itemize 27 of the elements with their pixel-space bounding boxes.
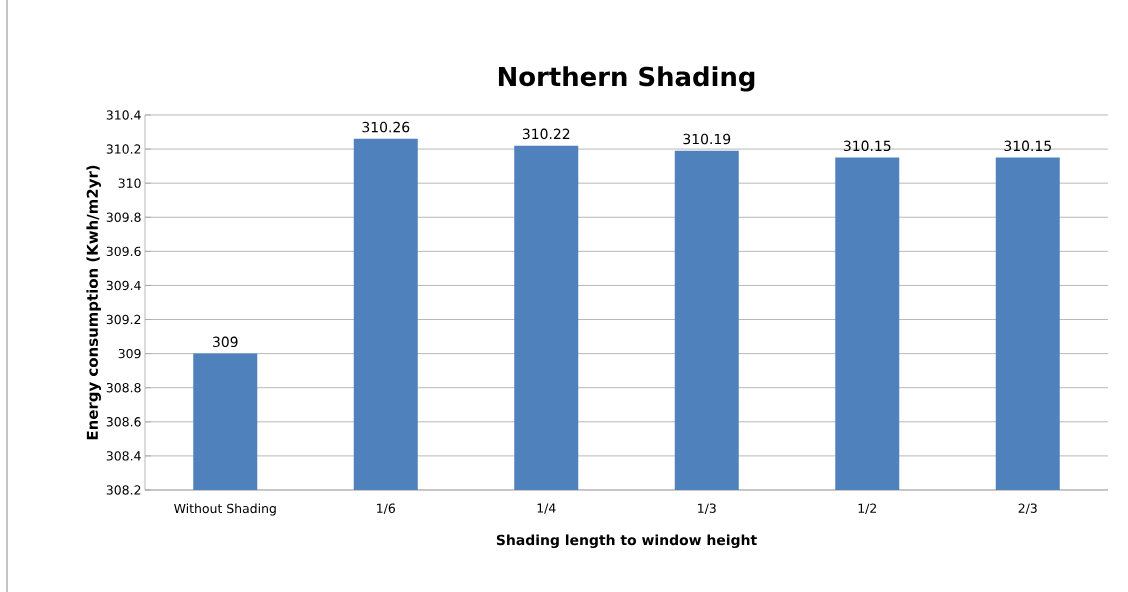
- y-tick-label: 308.4: [106, 451, 141, 461]
- data-label: 310.15: [1004, 140, 1051, 152]
- y-tick-label: 310.2: [106, 144, 141, 154]
- chart-title: Northern Shading: [498, 66, 755, 92]
- y-tick-label: 309.2: [106, 314, 141, 325]
- y-tick-label: 309.4: [106, 280, 141, 291]
- data-label: 310.19: [683, 133, 731, 145]
- y-tick-label: 310.4: [106, 110, 141, 120]
- y-axis-title: Energy consumption (Kwh/m2yr): [86, 165, 101, 440]
- y-tick-label: 308.8: [106, 382, 141, 393]
- x-tick-label: 2/3: [1018, 503, 1037, 514]
- y-tick-label: 309.8: [106, 212, 141, 222]
- y-tick-label: 308.6: [106, 417, 141, 427]
- data-label: 310.22: [522, 128, 570, 140]
- data-label: 310.26: [362, 121, 410, 133]
- x-tick-label: 1/3: [698, 503, 716, 514]
- data-label: 309: [213, 336, 238, 348]
- x-tick-label: Without Shading: [174, 503, 276, 516]
- x-tick-label: 1/6: [377, 503, 395, 514]
- y-tick-label: 310: [118, 178, 141, 188]
- x-axis-title: Shading length to window height: [496, 534, 757, 549]
- y-tick-label: 308.2: [106, 485, 141, 495]
- y-tick-label: 309.6: [106, 246, 141, 257]
- x-tick-label: 1/2: [858, 503, 877, 514]
- data-label: 310.15: [843, 140, 891, 152]
- x-tick-label: 1/4: [537, 503, 556, 514]
- y-tick-label: 309: [118, 348, 141, 359]
